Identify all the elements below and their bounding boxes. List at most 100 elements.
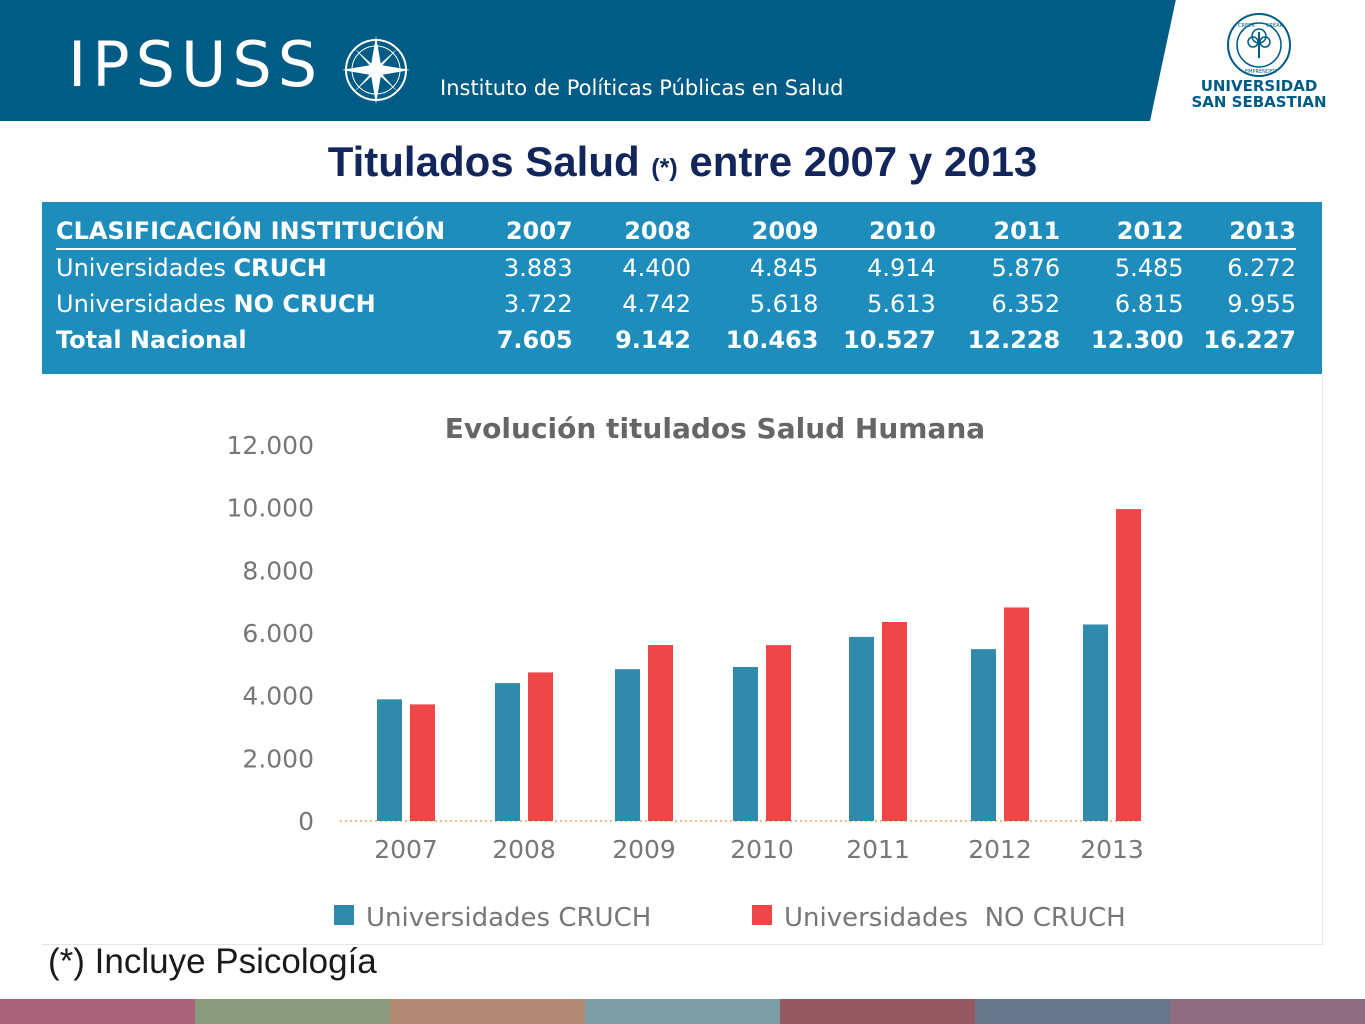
table-cell: 6.352 bbox=[991, 290, 1061, 318]
y-tick-label: 4.000 bbox=[242, 682, 314, 711]
seal-text-creer: CREER bbox=[1238, 23, 1255, 29]
table-header-cell: 2008 bbox=[572, 214, 692, 250]
y-tick-label: 6.000 bbox=[242, 619, 314, 648]
chart-title: Evolución titulados Salud Humana bbox=[445, 412, 985, 445]
legend-label: Universidades CRUCH bbox=[366, 903, 651, 933]
legend-swatch bbox=[752, 905, 772, 925]
table-cell: 5.613 bbox=[867, 290, 936, 318]
color-stripe bbox=[975, 999, 1170, 1024]
legend-label: Universidades NO CRUCH bbox=[784, 903, 1126, 933]
chart-panel bbox=[42, 374, 1323, 945]
institute-subtitle: Instituto de Políticas Públicas en Salud bbox=[440, 76, 844, 100]
table-cell: 4.845 bbox=[749, 254, 819, 282]
table-cell: 7.605 bbox=[496, 326, 573, 354]
title-pre: Titulados Salud bbox=[327, 138, 652, 185]
y-tick-label: 0 bbox=[298, 807, 314, 836]
table-cell: 12.300 bbox=[1090, 326, 1184, 354]
data-table: CLASIFICACIÓN INSTITUCIÓN 2007 2008 2009… bbox=[56, 214, 1296, 358]
bar-no-cruch-2010 bbox=[766, 645, 791, 821]
bar-cruch-2013 bbox=[1083, 624, 1108, 821]
compass-icon bbox=[342, 36, 410, 104]
color-stripe bbox=[1170, 999, 1365, 1024]
header-bar bbox=[0, 0, 1365, 121]
x-tick-label: 2012 bbox=[968, 835, 1032, 864]
x-tick-label: 2008 bbox=[492, 835, 556, 864]
table-header-cell: 2010 bbox=[818, 214, 936, 250]
table-header-row: CLASIFICACIÓN INSTITUCIÓN 2007 2008 2009… bbox=[56, 214, 1296, 250]
table-cell: 6.272 bbox=[1227, 254, 1296, 282]
seal-text-emprender: EMPRENDER bbox=[1245, 69, 1277, 75]
bar-no-cruch-2009 bbox=[648, 644, 673, 821]
table-cell: 6.815 bbox=[1114, 290, 1184, 318]
y-tick-label: 12.000 bbox=[227, 431, 314, 460]
seal-text-crear: CREAR bbox=[1266, 23, 1284, 29]
slide-title: Titulados Salud (*) entre 2007 y 2013 bbox=[0, 138, 1365, 186]
table-cell: 9.142 bbox=[615, 326, 692, 354]
title-post: entre 2007 y 2013 bbox=[677, 138, 1038, 185]
color-stripe bbox=[390, 999, 585, 1024]
bar-cruch-2009 bbox=[615, 669, 640, 821]
ipsuss-logo-text: IPSUSS bbox=[68, 28, 324, 101]
bar-cruch-2012 bbox=[971, 649, 996, 821]
x-tick-label: 2011 bbox=[846, 835, 910, 864]
bar-cruch-2008 bbox=[495, 683, 520, 821]
label-bold: CRUCH bbox=[233, 254, 327, 282]
bar-cruch-2007 bbox=[377, 699, 402, 821]
color-stripe bbox=[195, 999, 390, 1024]
table-cell: 9.955 bbox=[1227, 290, 1296, 318]
table-total-row: Total Nacional 7.605 9.142 10.463 10.527… bbox=[56, 322, 1296, 358]
table-cell: 4.742 bbox=[622, 290, 692, 318]
bar-no-cruch-2013 bbox=[1116, 509, 1141, 821]
table-cell: 12.228 bbox=[967, 326, 1061, 354]
color-stripe bbox=[0, 999, 195, 1024]
table-cell: 5.618 bbox=[749, 290, 819, 318]
bar-no-cruch-2011 bbox=[882, 621, 907, 821]
label-bold: NO CRUCH bbox=[233, 290, 376, 318]
table-cell: 3.722 bbox=[503, 290, 573, 318]
footnote: (*) Incluye Psicología bbox=[48, 942, 377, 981]
university-panel bbox=[1150, 0, 1365, 121]
y-tick-label: 2.000 bbox=[242, 744, 314, 773]
university-line1: UNIVERSIDAD bbox=[1200, 77, 1318, 95]
table-header-cell: CLASIFICACIÓN INSTITUCIÓN bbox=[56, 214, 478, 250]
bar-cruch-2010 bbox=[733, 667, 758, 821]
table-header-cell: 2009 bbox=[691, 214, 819, 250]
table-cell: 10.463 bbox=[725, 326, 819, 354]
bar-chart: Evolución titulados Salud Humana 0 2.000 4.… bbox=[227, 412, 1144, 933]
title-asterisk: (*) bbox=[651, 154, 678, 182]
y-tick-label: 8.000 bbox=[242, 556, 314, 585]
bar-no-cruch-2007 bbox=[410, 704, 435, 821]
table-row: Universidades CRUCH 3.883 4.400 4.845 4.… bbox=[56, 249, 1296, 286]
x-tick-label: 2010 bbox=[730, 835, 794, 864]
table-header-cell: 2007 bbox=[477, 214, 573, 250]
label-plain: Universidades bbox=[56, 290, 234, 318]
table-row-label: Universidades NO CRUCH bbox=[56, 286, 477, 322]
table-cell: 16.227 bbox=[1203, 326, 1296, 354]
table-cell: 3.883 bbox=[503, 254, 573, 282]
table-header-cell: 2012 bbox=[1060, 214, 1184, 250]
color-stripe bbox=[585, 999, 780, 1024]
bottom-color-stripes bbox=[0, 999, 1365, 1024]
table-row-label: Total Nacional bbox=[56, 322, 477, 358]
university-name: UNIVERSIDAD SAN SEBASTIAN bbox=[1184, 78, 1334, 110]
table-cell: 4.400 bbox=[622, 254, 692, 282]
y-tick-label: 10.000 bbox=[227, 494, 314, 523]
university-seal-icon: CREER CREAR EMPRENDER bbox=[1227, 13, 1291, 77]
table-row-label: Universidades CRUCH bbox=[56, 249, 477, 286]
table-header-cell: 2013 bbox=[1183, 214, 1296, 250]
label-bold: Total Nacional bbox=[56, 326, 247, 354]
table-cell: 5.485 bbox=[1114, 254, 1184, 282]
table-cell: 4.914 bbox=[867, 254, 936, 282]
table-header-cell: 2011 bbox=[935, 214, 1061, 250]
x-tick-label: 2007 bbox=[374, 835, 438, 864]
table-cell: 10.527 bbox=[843, 326, 936, 354]
table-row: Universidades NO CRUCH 3.722 4.742 5.618… bbox=[56, 286, 1296, 322]
bar-cruch-2011 bbox=[849, 636, 874, 821]
legend-swatch bbox=[334, 905, 354, 925]
bar-no-cruch-2008 bbox=[528, 672, 553, 821]
label-plain: Universidades bbox=[56, 254, 234, 282]
table-cell: 5.876 bbox=[991, 254, 1061, 282]
x-tick-label: 2013 bbox=[1080, 835, 1144, 864]
university-line2: SAN SEBASTIAN bbox=[1191, 93, 1327, 111]
x-tick-label: 2009 bbox=[612, 835, 676, 864]
